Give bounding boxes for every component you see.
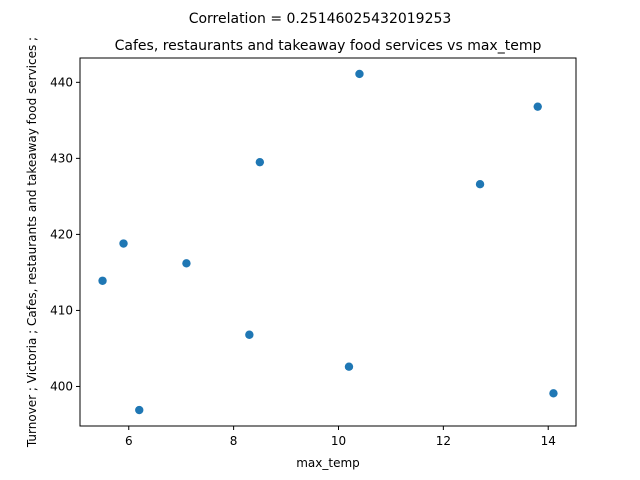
x-tick-label: 12 [436,434,451,448]
y-tick-label: 400 [50,379,73,393]
y-tick-label: 440 [50,75,73,89]
data-point-2 [119,239,128,248]
y-tick-label: 410 [50,303,73,317]
data-point-5 [245,330,254,339]
chart-title: Cafes, restaurants and takeaway food ser… [115,38,542,54]
data-point-6 [255,157,265,167]
data-point-3 [135,405,144,415]
data-point-1 [98,276,107,285]
figure-suptitle: Correlation = 0.25146025432019253 [189,11,452,27]
data-point-10 [533,102,542,111]
y-tick-label: 420 [50,227,73,241]
x-tick-label: 14 [541,434,556,448]
data-point-4 [182,259,191,268]
x-tick-label: 10 [331,434,346,448]
x-tick-label: 6 [125,434,133,448]
y-axis-ticks: 400 410 420 430 440 [50,75,80,393]
plot-frame [79,57,577,427]
data-point-11 [549,389,558,398]
data-point-9 [475,180,485,189]
x-axis-ticks: 6 8 10 12 14 [125,426,556,448]
data-point-8 [355,69,364,79]
data-points [98,69,558,415]
y-tick-label: 430 [50,151,73,165]
x-axis-label: max_temp [296,456,360,470]
x-tick-label: 8 [230,434,238,448]
data-point-7 [344,362,354,371]
y-axis-label: Turnover ; Victoria ; Cafes, restaurants… [25,37,39,448]
